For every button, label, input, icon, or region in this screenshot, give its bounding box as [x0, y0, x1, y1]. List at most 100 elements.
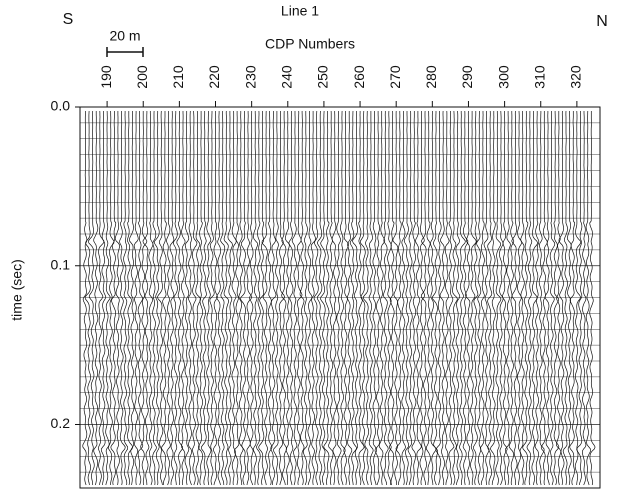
seismic-trace [419, 111, 426, 486]
seismic-trace [216, 111, 222, 486]
seismic-trace [487, 110, 493, 486]
seismic-trace [84, 110, 91, 486]
seismic-trace [499, 110, 504, 486]
x-tick-label: 190 [98, 65, 114, 89]
seismic-trace [403, 111, 410, 486]
seismic-trace [349, 110, 357, 486]
seismic-trace [392, 110, 399, 486]
seismic-trace [585, 110, 591, 486]
seismic-trace [558, 110, 565, 486]
seismic-trace [240, 111, 247, 486]
seismic-trace [382, 111, 389, 486]
x-tick-label: 310 [531, 65, 547, 89]
seismic-trace [495, 111, 502, 486]
seismic-trace [415, 111, 422, 486]
seismic-trace [256, 110, 261, 486]
seismic-trace [105, 110, 111, 486]
x-tick-label: 260 [351, 65, 367, 89]
seismic-trace [569, 111, 576, 486]
left-direction: S [63, 11, 74, 28]
seismic-trace [519, 110, 525, 486]
seismic-trace [88, 110, 95, 486]
seismic-trace [470, 111, 477, 486]
seismic-trace [462, 110, 469, 486]
seismic-trace [313, 110, 319, 486]
seismic-trace [387, 110, 392, 486]
seismic-trace [358, 111, 365, 486]
seismic-trace [161, 111, 167, 486]
seismic-trace [267, 111, 273, 486]
seismic-trace [378, 111, 386, 486]
seismic-trace [459, 111, 466, 485]
seismic-trace [372, 111, 378, 486]
x-tick-label: 300 [495, 65, 511, 89]
seismic-trace [127, 111, 134, 486]
seismic-trace [201, 111, 207, 486]
seismic-trace [261, 110, 268, 486]
x-tick-label: 250 [315, 65, 331, 89]
seismic-trace [110, 111, 117, 486]
seismic-trace [589, 111, 596, 486]
seismic-trace [284, 111, 290, 486]
seismic-trace [249, 111, 254, 486]
seismic-trace [169, 110, 175, 486]
seismic-trace [273, 111, 279, 486]
seismic-trace [401, 111, 406, 486]
seismic-trace [511, 110, 518, 486]
seismic-trace [538, 111, 545, 486]
seismic-trace [483, 111, 490, 486]
seismic-trace [191, 110, 198, 486]
seismic-trace [100, 111, 107, 486]
seismic-trace [473, 111, 479, 486]
plot-frame [79, 106, 601, 489]
seismic-trace [508, 111, 515, 486]
seismic-trace [452, 110, 458, 486]
x-tick-label: 230 [242, 65, 258, 89]
seismic-trace [444, 110, 450, 486]
seismic-trace [288, 111, 294, 486]
seismic-trace [137, 111, 144, 486]
x-tick-label: 320 [568, 65, 584, 89]
seismic-trace [119, 111, 126, 486]
seismic-trace [388, 110, 395, 486]
seismic-trace [152, 110, 157, 486]
seismic-trace [209, 111, 215, 486]
seismic-trace [176, 111, 184, 486]
seismic-trace [220, 110, 226, 486]
seismic-trace [184, 111, 190, 486]
seismic-trace [480, 111, 485, 485]
x-tick-label: 270 [387, 65, 403, 89]
seismic-trace [553, 111, 560, 486]
chart-title: Line 1 [281, 3, 319, 19]
seismic-trace [502, 111, 508, 486]
seismic-trace [172, 111, 178, 486]
seismic-trace [278, 110, 286, 486]
seismic-trace [544, 111, 550, 486]
seismic-trace [526, 111, 533, 486]
seismic-trace [140, 111, 148, 486]
scale-bar-label: 20 m [109, 28, 140, 44]
x-axis-label: CDP Numbers [265, 36, 355, 52]
seismic-trace [411, 111, 417, 486]
seismic-trace [223, 110, 230, 486]
seismic-trace [142, 111, 150, 486]
seismic-trace [195, 110, 202, 486]
seismic-trace [517, 110, 523, 485]
seismic-trace [522, 111, 529, 486]
seismic-trace [374, 111, 380, 486]
seismic-trace [154, 111, 160, 486]
seismic-trace [352, 110, 359, 486]
x-tick-label: 280 [423, 65, 439, 89]
seismic-trace [464, 110, 471, 486]
seismic-trace [238, 111, 244, 485]
seismic-trace [291, 111, 298, 486]
seismic-trace [328, 110, 334, 486]
y-tick-label: 0.0 [51, 98, 71, 114]
seismic-trace [455, 110, 461, 486]
seismic-trace [206, 111, 212, 486]
seismic-trace [430, 111, 437, 486]
seismic-trace [307, 110, 313, 486]
seismic-trace [270, 111, 277, 486]
seismic-trace [227, 111, 233, 486]
